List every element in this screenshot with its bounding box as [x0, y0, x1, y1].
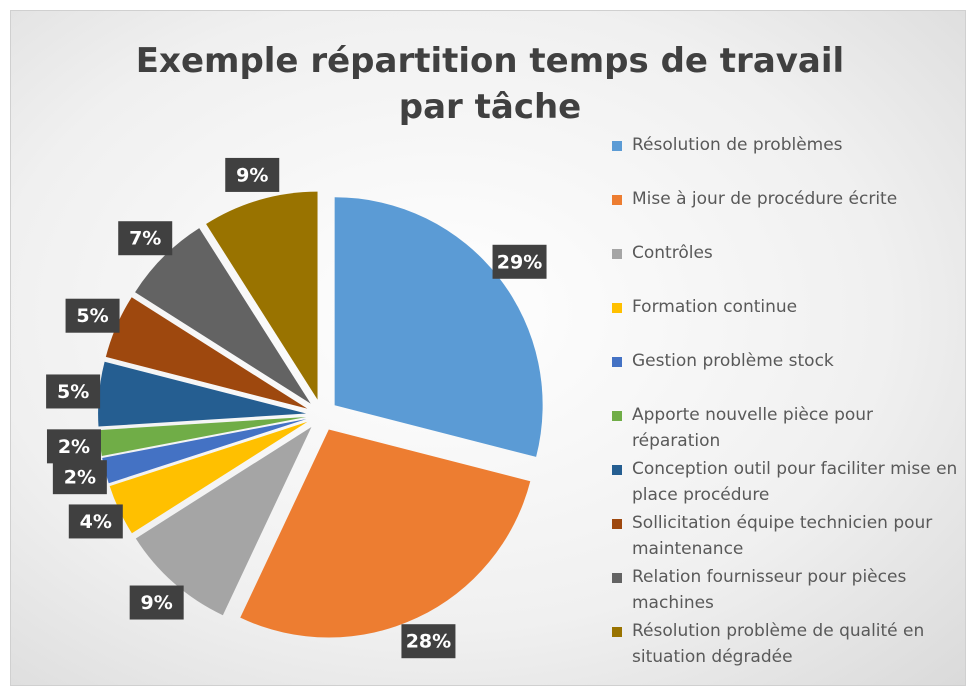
pie-slice — [135, 427, 312, 616]
legend-label: Mise à jour de procédure écrite — [632, 189, 898, 209]
legend-item: Apporte nouvelle pièce pour réparation — [612, 402, 962, 456]
data-label-box — [46, 429, 101, 464]
pie-slice — [109, 421, 308, 534]
legend-label: Résolution problème de qualité en situat… — [632, 621, 925, 667]
pie-slice — [240, 429, 531, 638]
legend-item: Conception outil pour faciliter mise en … — [612, 456, 962, 510]
data-label: 9% — [236, 164, 268, 186]
data-label: 5% — [76, 305, 108, 327]
data-label-box — [492, 244, 547, 279]
legend-swatch — [612, 519, 622, 529]
legend-swatch — [612, 357, 622, 367]
pie-slice — [105, 297, 308, 409]
pie-slice — [102, 418, 307, 484]
legend-swatch — [612, 141, 622, 151]
legend-item: Résolution problème de qualité en situat… — [612, 618, 962, 672]
data-label-box — [401, 624, 456, 659]
legend-label: Contrôles — [632, 243, 713, 263]
legend-label: Conception outil pour faciliter mise en … — [632, 459, 958, 505]
data-label-box — [65, 298, 120, 333]
pie-slice — [98, 361, 307, 427]
data-label: 5% — [57, 381, 89, 403]
pie-slice — [135, 228, 311, 404]
legend-swatch — [612, 303, 622, 313]
legend-label: Formation continue — [632, 297, 798, 317]
legend-item: Résolution de problèmes — [612, 132, 962, 186]
data-label-box — [46, 374, 101, 409]
chart-title: Exemple répartition temps de travail par… — [135, 41, 845, 127]
legend-item: Sollicitation équipe technicien pour mai… — [612, 510, 962, 564]
data-label-box — [129, 585, 184, 620]
data-label: 4% — [80, 511, 112, 533]
legend-label: Relation fournisseur pour pièces machine… — [632, 567, 907, 613]
data-label-box — [225, 157, 280, 192]
data-label: 9% — [141, 592, 173, 614]
legend-label: Résolution de problèmes — [632, 135, 843, 155]
data-label: 2% — [58, 436, 90, 458]
data-label-box — [68, 504, 123, 539]
data-label-box — [118, 221, 173, 256]
legend-item: Relation fournisseur pour pièces machine… — [612, 564, 962, 618]
data-label: 29% — [497, 251, 542, 273]
legend-swatch — [612, 249, 622, 259]
legend-swatch — [612, 573, 622, 583]
data-label: 2% — [64, 467, 96, 489]
legend-swatch — [612, 195, 622, 205]
legend-item: Formation continue — [612, 294, 962, 348]
legend-swatch — [612, 465, 622, 475]
legend-item: Mise à jour de procédure écrite — [612, 186, 962, 240]
legend-item: Gestion problème stock — [612, 348, 962, 402]
legend-swatch — [612, 411, 622, 421]
legend-swatch — [612, 627, 622, 637]
legend: Résolution de problèmes Mise à jour de pr… — [612, 132, 962, 672]
pie-slice — [98, 417, 307, 456]
legend-label: Gestion problème stock — [632, 351, 834, 371]
legend-label: Sollicitation équipe technicien pour mai… — [632, 513, 933, 559]
legend-item: Contrôles — [612, 240, 962, 294]
pie-slice — [206, 191, 318, 400]
pie-slice — [334, 197, 543, 457]
data-label: 28% — [406, 631, 451, 653]
data-label: 7% — [129, 228, 161, 250]
legend-label: Apporte nouvelle pièce pour réparation — [632, 405, 874, 451]
data-label-box — [52, 460, 107, 495]
